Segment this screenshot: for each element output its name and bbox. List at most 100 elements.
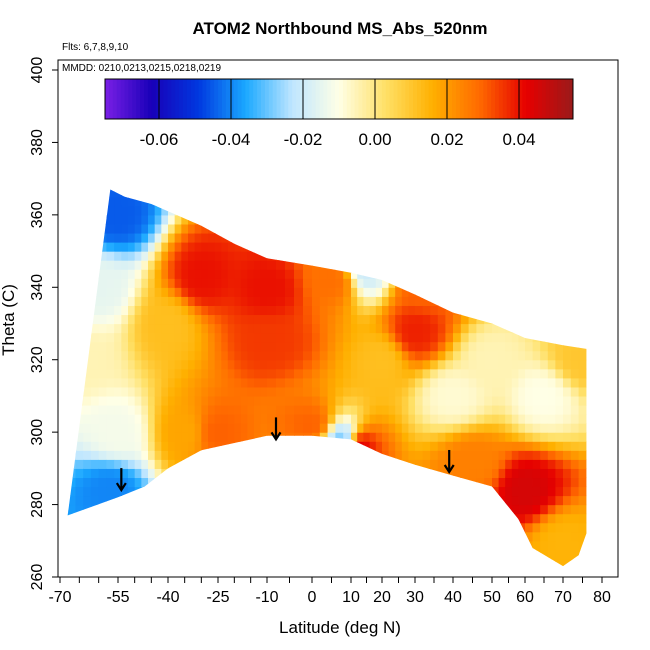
heatmap-cell <box>343 540 352 551</box>
heatmap-cell <box>67 522 77 533</box>
heatmap-cell <box>438 568 446 578</box>
heatmap-cell <box>174 323 182 334</box>
heatmap-cell <box>285 423 295 433</box>
heatmap-cell <box>375 341 383 352</box>
heatmap-cell <box>168 459 176 469</box>
heatmap-cell <box>106 332 115 343</box>
heatmap-cell <box>83 305 92 316</box>
heatmap-cell <box>208 540 216 551</box>
heatmap-cell <box>134 432 142 442</box>
heatmap-cell <box>408 269 416 279</box>
heatmap-cell <box>114 504 122 515</box>
heatmap-cell <box>518 459 526 469</box>
heatmap-cell <box>570 377 580 388</box>
heatmap-cell <box>586 550 594 560</box>
heatmap-cell <box>267 242 277 252</box>
heatmap-cell <box>141 232 149 243</box>
heatmap-cell <box>453 260 462 270</box>
heatmap-cell <box>388 232 396 243</box>
heatmap-cell <box>260 386 268 397</box>
heatmap-cell <box>90 296 100 306</box>
heatmap-cell <box>294 251 304 261</box>
heatmap-cell <box>532 242 541 252</box>
heatmap-cell <box>90 323 100 334</box>
heatmap-cell <box>363 205 371 216</box>
heatmap-cell <box>563 314 572 325</box>
heatmap-cell <box>312 477 321 488</box>
heatmap-cell <box>106 414 115 424</box>
heatmap-cell <box>343 549 352 560</box>
heatmap-cell <box>154 223 162 234</box>
heatmap-cell <box>260 359 268 370</box>
heatmap-cell <box>161 251 169 261</box>
heatmap-cell <box>578 251 587 261</box>
heatmap-cell <box>375 296 383 306</box>
heatmap-cell <box>83 459 92 469</box>
heatmap-cell <box>327 287 336 297</box>
heatmap-cell <box>369 196 377 207</box>
heatmap-cell <box>395 540 403 551</box>
heatmap-cell <box>227 287 235 297</box>
heatmap-cell <box>303 504 313 515</box>
heatmap-cell <box>148 531 156 542</box>
heatmap-cell <box>484 179 492 189</box>
heatmap-cell <box>214 296 222 306</box>
heatmap-cell <box>401 495 409 506</box>
heatmap-cell <box>227 196 235 207</box>
heatmap-cell <box>453 513 462 524</box>
heatmap-cell <box>260 368 268 379</box>
heatmap-cell <box>422 189 431 198</box>
heatmap-cell <box>253 350 262 361</box>
heatmap-cell <box>476 395 485 406</box>
heatmap-cell <box>128 386 136 397</box>
heatmap-cell <box>67 323 77 334</box>
heatmap-cell <box>437 450 446 460</box>
heatmap-cell <box>505 196 513 207</box>
heatmap-cell <box>247 395 255 406</box>
heatmap-cell <box>201 504 209 515</box>
heatmap-cell <box>154 214 162 225</box>
heatmap-cell <box>267 395 277 406</box>
heatmap-cell <box>214 189 222 198</box>
heatmap-cell <box>121 196 129 207</box>
heatmap-cell <box>476 260 485 270</box>
heatmap-cell <box>181 260 189 270</box>
colorbar-segment <box>436 79 441 119</box>
heatmap-cell <box>437 196 446 207</box>
heatmap-cell <box>67 459 69 469</box>
heatmap-cell <box>201 205 209 216</box>
heatmap-cell <box>357 495 364 506</box>
heatmap-cell <box>408 332 416 343</box>
heatmap-cell <box>408 549 416 560</box>
heatmap-cell <box>234 423 242 433</box>
heatmap-cell <box>276 477 286 488</box>
heatmap-cell <box>175 179 182 189</box>
heatmap-cell <box>369 495 377 506</box>
heatmap-cell <box>134 441 142 451</box>
heatmap-cell <box>422 278 431 288</box>
heatmap-cell <box>303 251 313 261</box>
heatmap-cell <box>247 504 255 515</box>
heatmap-cell <box>327 549 336 560</box>
heatmap-cell <box>437 513 446 524</box>
heatmap-cell <box>128 251 136 261</box>
heatmap-cell <box>168 377 176 388</box>
heatmap-cell <box>343 269 352 279</box>
heatmap-cell <box>174 341 182 352</box>
heatmap-cell <box>492 549 500 560</box>
heatmap-cell <box>312 441 321 451</box>
heatmap-cell <box>319 540 329 551</box>
heatmap-cell <box>285 314 295 325</box>
heatmap-cell <box>154 314 162 325</box>
heatmap-cell <box>578 404 587 415</box>
heatmap-cell <box>227 332 235 343</box>
heatmap-cell <box>357 395 364 406</box>
heatmap-cell <box>525 386 534 397</box>
heatmap-cell <box>547 305 556 316</box>
heatmap-cell <box>335 314 344 325</box>
heatmap-cell <box>161 522 169 533</box>
heatmap-cell <box>492 377 500 388</box>
heatmap-cell <box>208 423 216 433</box>
heatmap-cell <box>578 350 587 361</box>
heatmap-cell <box>181 450 189 460</box>
